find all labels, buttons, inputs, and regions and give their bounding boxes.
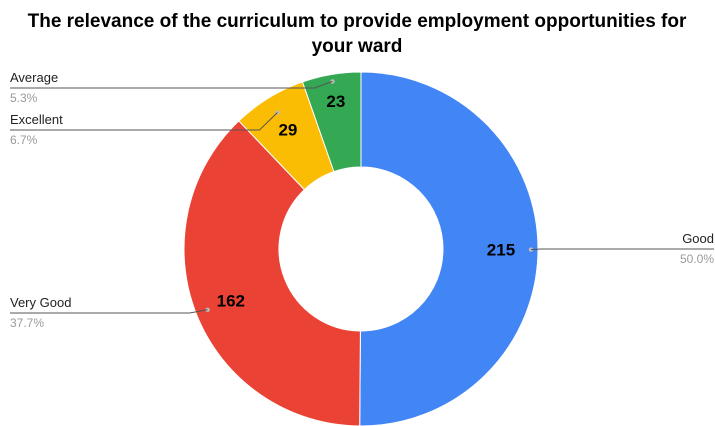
slice-value-labels: 215 162 29 23	[217, 92, 516, 310]
legend-label-average: Average	[10, 70, 58, 85]
leader-dot-very-good	[205, 307, 210, 312]
slice-value-good: 215	[487, 241, 515, 260]
legend-label-good: Good	[682, 231, 714, 246]
slice-value-average: 23	[326, 92, 345, 111]
leader-line-good	[530, 248, 714, 251]
leader-line-average	[10, 80, 333, 89]
slice-average	[301, 71, 362, 173]
legend-percent-excellent: 6.7%	[10, 133, 38, 147]
donut-slices	[183, 71, 539, 426]
leader-line-very-good	[10, 309, 208, 314]
legend-percent-very-good: 37.7%	[10, 316, 44, 330]
slice-value-very-good: 162	[217, 292, 245, 311]
legend-percent-average: 5.3%	[10, 91, 38, 105]
slice-good	[359, 71, 539, 426]
slice-value-excellent: 29	[278, 121, 297, 140]
leader-line-excellent	[10, 112, 278, 131]
chart-title-line-2: your ward	[312, 36, 403, 57]
legend-label-very-good: Very Good	[10, 295, 71, 310]
leader-labels: Good 50.0% Very Good 37.7% Excellent 6.7% Aver…	[10, 70, 714, 330]
legend-percent-good: 50.0%	[680, 252, 714, 266]
slice-very-good	[183, 120, 361, 426]
chart-title-line-1: The relevance of the curriculum to provi…	[28, 11, 687, 32]
legend-label-excellent: Excellent	[10, 112, 63, 127]
